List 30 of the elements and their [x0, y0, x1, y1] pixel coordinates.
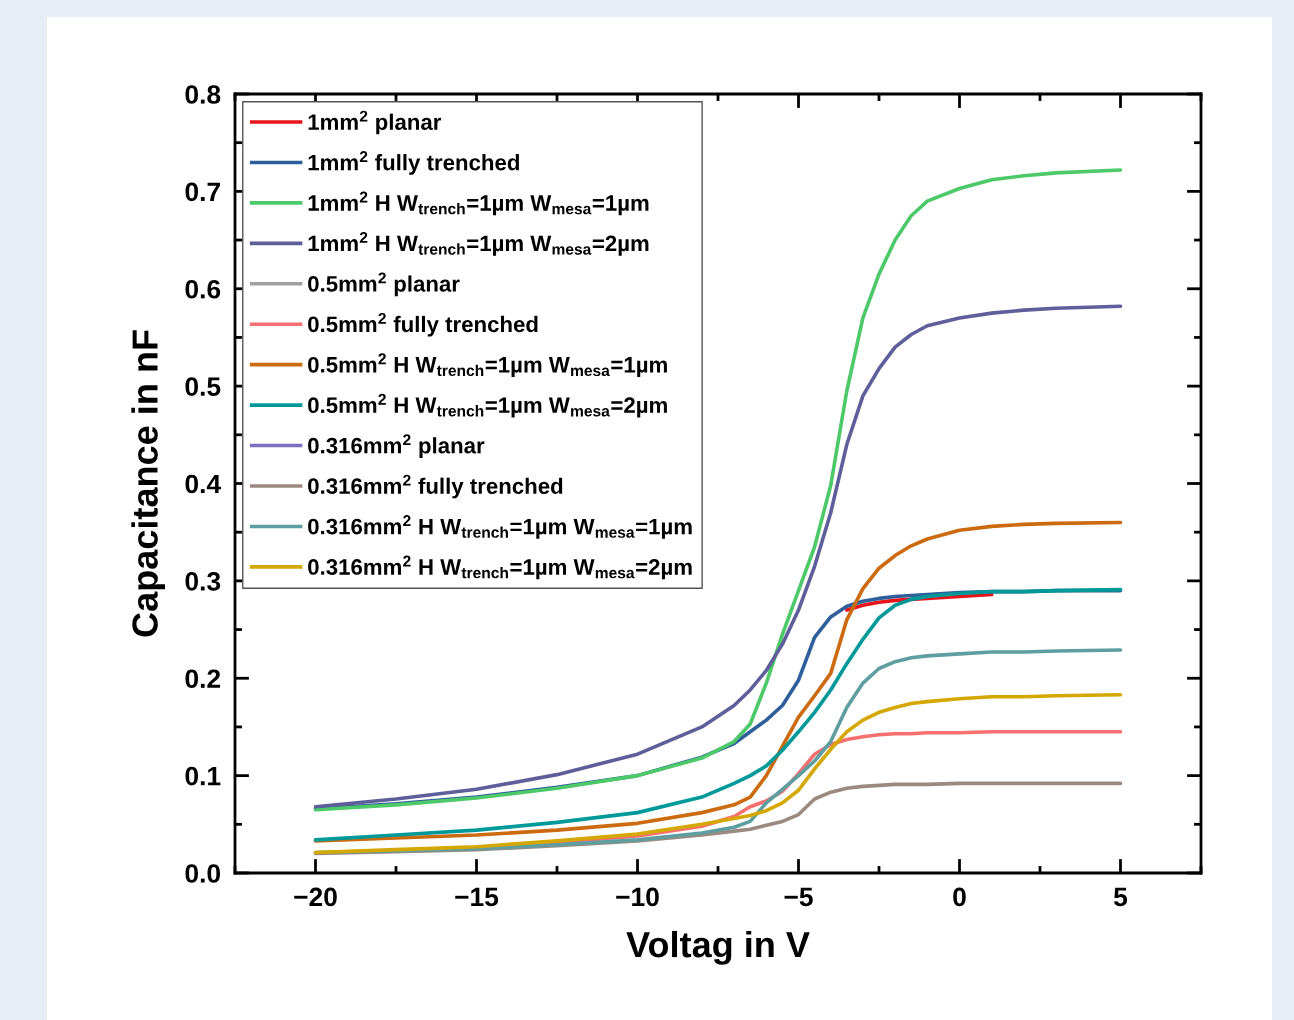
x-tick-label: −5	[784, 887, 813, 907]
x-tick-label: −20	[294, 887, 337, 907]
x-tick-label: 0	[953, 887, 966, 907]
legend-label: 1mm$^{2}$ H W$_{trench}$=1µm W$_{mesa}$=1µm	[308, 191, 649, 216]
y-tick-label: 0.3	[185, 572, 221, 591]
legend-label: 0.316mm$^{2}$ H W$_{trench}$=1µm W$_{mesa}$=2µm	[308, 555, 692, 580]
y-tick-label: 0.4	[185, 474, 221, 494]
x-tick-label: 5	[1113, 887, 1128, 907]
legend-label: 0.316mm$^{2}$ planar	[308, 434, 485, 458]
line-series	[313, 692, 1123, 855]
x-tick-label: −10	[616, 887, 659, 907]
legend-label: 0.5mm$^{2}$ planar	[308, 272, 460, 297]
y-tick-label: 0.8	[185, 85, 221, 104]
y-tick-label: 0.5	[185, 377, 221, 396]
y-tick-label: 0.2	[185, 669, 221, 689]
y-tick-label: 0.6	[185, 279, 221, 299]
y-tick-label: 0.0	[185, 864, 221, 883]
x-axis-title: Voltag in V	[626, 930, 810, 965]
legend-label: 1mm$^{2}$ fully trenched	[308, 151, 519, 175]
legend-label: 0.316mm$^{2}$ H W$_{trench}$=1µm W$_{mesa}$=1µm	[308, 515, 692, 539]
y-axis-title: Capacitance in nF	[131, 330, 165, 637]
legend-label: 1mm$^{2}$ planar	[308, 110, 442, 135]
legend-label: 0.5mm$^{2}$ H W$_{trench}$=1µm W$_{mesa}$=1µm	[308, 353, 667, 378]
legend-label: 0.5mm$^{2}$ H W$_{trench}$=1µm W$_{mesa}$=2µm	[308, 393, 667, 418]
x-tick-label: −15	[455, 887, 499, 907]
legend-label: 1mm$^{2}$ H W$_{trench}$=1µm W$_{mesa}$=2µm	[308, 232, 649, 256]
legend-label: 0.5mm$^{2}$ fully trenched	[308, 312, 538, 337]
y-tick-label: 0.1	[185, 766, 221, 786]
legend-label: 0.316mm$^{2}$ fully trenched	[308, 474, 563, 499]
y-tick-label: 0.7	[185, 182, 220, 202]
